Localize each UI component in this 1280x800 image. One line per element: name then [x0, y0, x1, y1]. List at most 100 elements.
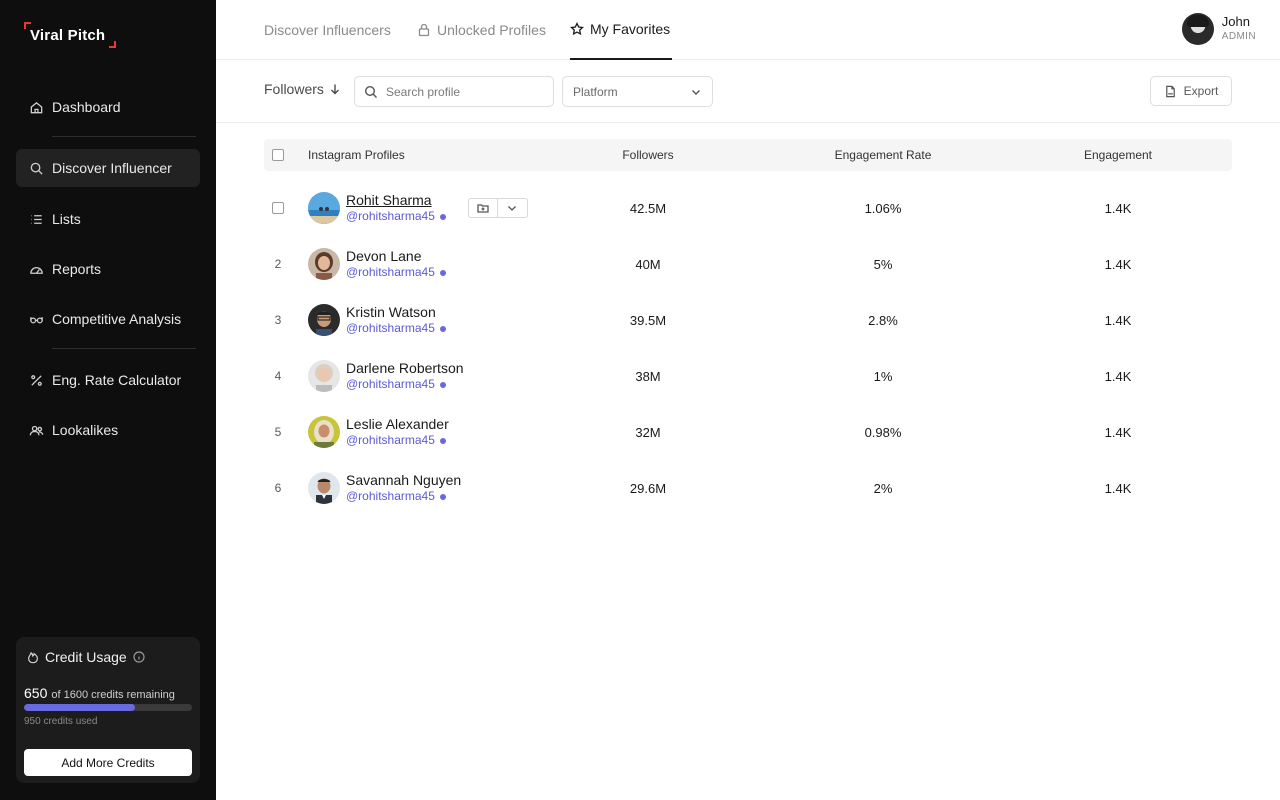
engagement-cell: 1.4K	[1105, 180, 1132, 236]
sidebar-item-dashboard[interactable]: Dashboard	[16, 88, 200, 126]
row-index: 4	[275, 348, 282, 404]
sidebar: Viral Pitch Dashboard Discover Influence…	[0, 0, 216, 800]
engagement-rate-cell: 2.8%	[868, 292, 898, 348]
profile-cell: Savannah Nguyen @rohitsharma45	[308, 460, 461, 516]
add-more-credits-button[interactable]: Add More Credits	[24, 749, 192, 776]
column-header-profiles[interactable]: Instagram Profiles	[308, 148, 405, 162]
profile-name[interactable]: Rohit Sharma	[346, 192, 432, 208]
profile-name[interactable]: Savannah Nguyen	[346, 472, 462, 488]
row-number: 2	[274, 257, 282, 271]
logo-corner-bottom	[109, 41, 116, 48]
verified-dot-icon	[439, 493, 446, 500]
engagement-rate-value: 1%	[873, 368, 893, 384]
sidebar-item-discover-influencer[interactable]: Discover Influencer	[16, 149, 200, 187]
engagement-cell: 1.4K	[1105, 236, 1132, 292]
profile-handle-text: @rohitsharma45	[346, 321, 435, 335]
sidebar-item-label: Eng. Rate Calculator	[52, 372, 182, 388]
search-box[interactable]	[354, 76, 554, 107]
followers-value: 40M	[635, 256, 661, 272]
sidebar-item-competitive-analysis[interactable]: Competitive Analysis	[16, 300, 200, 338]
engagement-rate-value: 2%	[873, 480, 893, 496]
table-row[interactable]: 3 Kristin Watson @rohitsharma45 39.5M 2.…	[264, 292, 1232, 348]
table-row[interactable]: 6 Savannah Nguyen @rohitsharma45 29.6M 2…	[264, 460, 1232, 516]
logo[interactable]: Viral Pitch	[24, 22, 116, 48]
avatar[interactable]	[308, 360, 340, 392]
profile-name[interactable]: Kristin Watson	[346, 304, 436, 320]
platform-dropdown[interactable]: Platform	[562, 76, 713, 107]
select-all-checkbox[interactable]	[272, 149, 284, 161]
column-header-engagement-rate[interactable]: Engagement Rate	[834, 148, 932, 162]
select-all-cell	[272, 139, 284, 171]
engagement-rate-cell: 1.06%	[865, 180, 902, 236]
profile-handle: @rohitsharma45	[346, 321, 446, 336]
table-row[interactable]: 2 Devon Lane @rohitsharma45 40M 5% 1.4K	[264, 236, 1232, 292]
sort-followers-button[interactable]: Followers	[264, 81, 341, 97]
logo-corner-top	[24, 22, 31, 29]
engagement-rate-cell: 5%	[874, 236, 893, 292]
csv-file-icon	[1165, 85, 1175, 97]
tab-unlocked-profiles[interactable]: Unlocked Profiles	[417, 0, 546, 60]
row-checkbox[interactable]	[272, 202, 284, 214]
profile-name[interactable]: Devon Lane	[346, 248, 422, 264]
filter-bar: Followers Platform Export	[216, 60, 1280, 123]
add-to-folder-button[interactable]	[467, 198, 498, 218]
engagement-rate-cell: 1%	[874, 348, 893, 404]
sidebar-item-label: Competitive Analysis	[52, 311, 182, 327]
row-index: 2	[275, 236, 282, 292]
glasses-icon	[28, 311, 44, 327]
arrow-down-icon	[330, 84, 339, 95]
column-header-followers[interactable]: Followers	[622, 148, 674, 162]
top-tabs-bar: Discover Influencers Unlocked Profiles M…	[216, 0, 1280, 60]
credits-remaining: 650 of 1600 credits remaining	[24, 685, 175, 701]
profile-handle: @rohitsharma45	[346, 377, 464, 392]
credits-progress-bar	[24, 704, 192, 711]
sidebar-item-lookalikes[interactable]: Lookalikes	[16, 411, 200, 449]
followers-cell: 29.6M	[630, 460, 666, 516]
avatar[interactable]	[308, 304, 340, 336]
column-header-engagement[interactable]: Engagement	[1083, 148, 1153, 162]
tab-discover-influencers[interactable]: Discover Influencers	[264, 0, 391, 60]
sidebar-item-eng-rate-calculator[interactable]: Eng. Rate Calculator	[16, 361, 200, 399]
search-input[interactable]	[386, 84, 546, 99]
engagement-rate-value: 1.06%	[864, 200, 902, 216]
profile-cell: Darlene Robertson @rohitsharma45	[308, 348, 464, 404]
followers-value: 29.6M	[629, 480, 667, 496]
user-menu[interactable]: John ADMIN	[1181, 13, 1256, 45]
row-select-cell	[272, 180, 284, 236]
profile-cell: Leslie Alexander @rohitsharma45	[308, 404, 449, 460]
avatar[interactable]	[308, 248, 340, 280]
info-icon[interactable]	[127, 651, 145, 663]
sidebar-item-label: Lists	[52, 211, 81, 227]
profile-name[interactable]: Leslie Alexander	[346, 416, 449, 432]
profile-handle: @rohitsharma45	[346, 433, 449, 448]
sidebar-item-lists[interactable]: Lists	[16, 200, 200, 238]
avatar[interactable]	[308, 472, 340, 504]
folder-plus-icon	[477, 204, 489, 213]
export-button[interactable]: Export	[1150, 76, 1232, 106]
credits-used: 950 credits used	[24, 716, 98, 727]
engagement-value: 1.4K	[1104, 256, 1132, 272]
table-row[interactable]: 4 Darlene Robertson @rohitsharma45 38M 1…	[264, 348, 1232, 404]
engagement-rate-cell: 2%	[874, 460, 893, 516]
row-actions-dropdown[interactable]	[497, 198, 528, 218]
engagement-cell: 1.4K	[1105, 348, 1132, 404]
profile-handle: @rohitsharma45	[346, 209, 446, 224]
sidebar-item-label: Reports	[52, 261, 102, 277]
tab-my-favorites[interactable]: My Favorites	[570, 0, 673, 60]
row-actions	[467, 198, 528, 218]
flame-icon	[26, 650, 45, 664]
list-icon	[28, 211, 44, 227]
followers-cell: 38M	[635, 348, 660, 404]
home-icon	[28, 99, 44, 115]
row-index: 3	[275, 292, 282, 348]
avatar[interactable]	[308, 416, 340, 448]
table-row[interactable]: 5 Leslie Alexander @rohitsharma45 32M 0.…	[264, 404, 1232, 460]
engagement-value: 1.4K	[1104, 200, 1132, 216]
profile-name[interactable]: Darlene Robertson	[346, 360, 464, 376]
export-label: Export	[1183, 84, 1219, 98]
tab-label: Discover Influencers	[264, 22, 391, 38]
tab-label: My Favorites	[590, 21, 671, 37]
sidebar-item-reports[interactable]: Reports	[16, 250, 200, 288]
table-row[interactable]: Rohit Sharma @rohitsharma45 42.5M 1.06% …	[264, 180, 1232, 236]
avatar[interactable]	[308, 192, 340, 224]
